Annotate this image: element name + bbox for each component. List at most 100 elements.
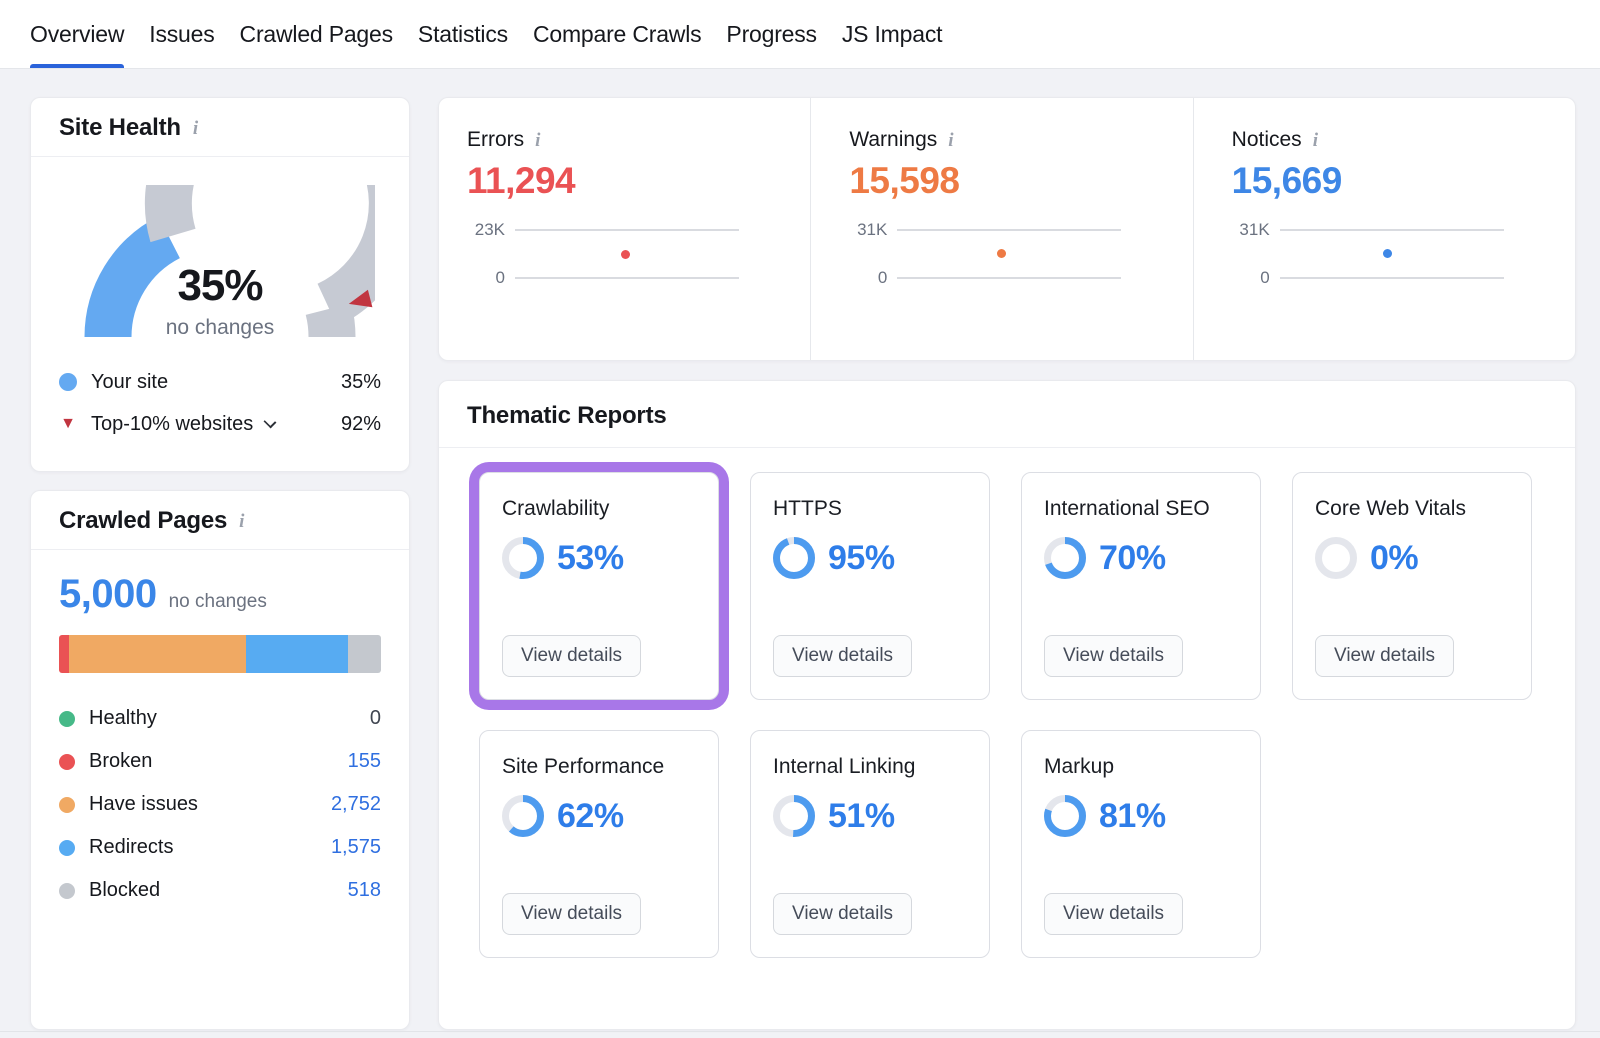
redirects-label: Redirects (89, 836, 174, 858)
warnings-label: Warnings (849, 128, 938, 151)
tab-js-impact-label: JS Impact (841, 20, 943, 47)
gridline (897, 229, 1122, 231)
crawled-pages-header: Crawled Pages i (31, 491, 409, 550)
gridline (1279, 277, 1504, 279)
tab-crawled-pages[interactable]: Crawled Pages (239, 0, 394, 68)
broken-label: Broken (89, 750, 153, 772)
core-web-vitals-donut (1315, 537, 1357, 579)
info-icon[interactable]: i (948, 129, 954, 151)
crawlability-title: Crawlability (502, 497, 610, 520)
international-seo-percent: 70% (1099, 538, 1166, 577)
gridline (897, 277, 1122, 279)
info-icon[interactable]: i (1312, 129, 1318, 151)
chevron-down-icon[interactable] (263, 415, 277, 428)
tab-issues-label: Issues (149, 20, 215, 47)
axis-tick-max: 23K (474, 220, 505, 239)
core-web-vitals-percent: 0% (1370, 538, 1419, 577)
bar-segment-have-issues (68, 635, 247, 673)
thematic-reports-title: Thematic Reports (467, 402, 667, 429)
crawled-pages-title: Crawled Pages (59, 507, 228, 534)
report-card-core-web-vitals: Core Web Vitals 0% View details (1292, 472, 1532, 700)
tab-compare-crawls-label: Compare Crawls (532, 20, 702, 47)
site-performance-view-details-button[interactable]: View details (502, 893, 642, 935)
site-health-change-label: no changes (165, 316, 275, 339)
core-web-vitals-view-details-button[interactable]: View details (1315, 635, 1455, 677)
top-navigation: Overview Issues Crawled Pages Statistics… (0, 0, 1600, 69)
warnings-count[interactable]: 15,598 (849, 160, 960, 201)
crawled-pages-total[interactable]: 5,000 (59, 572, 157, 616)
crawlability-view-details-button[interactable]: View details (502, 635, 642, 677)
triangle-down-icon: ▼ (60, 415, 76, 432)
warnings-sparkline: 31K 0 (849, 220, 1122, 287)
international-seo-donut (1044, 537, 1086, 579)
legend-row-top10-websites: ▼ Top-10% websites 92% (59, 403, 381, 445)
tab-js-impact[interactable]: JS Impact (841, 0, 943, 68)
broken-dot-icon (59, 753, 75, 770)
site-health-card: Site Health i 35% no changes Your site 3… (30, 97, 410, 472)
core-web-vitals-title: Core Web Vitals (1315, 497, 1466, 520)
notices-count[interactable]: 15,669 (1231, 160, 1343, 201)
top10-websites-label: Top-10% websites (91, 412, 254, 435)
international-seo-title: International SEO (1044, 497, 1210, 520)
redirects-value-link[interactable]: 1,575 (330, 836, 381, 858)
info-icon[interactable]: i (535, 129, 541, 151)
crawled-pages-stacked-bar (59, 635, 381, 673)
internal-linking-view-details-button[interactable]: View details (773, 893, 913, 935)
warnings-section: Warnings i 15,598 31K 0 (810, 98, 1192, 360)
report-card-crawlability: Crawlability 53% View details (479, 472, 719, 700)
crawlability-donut (502, 537, 544, 579)
blocked-dot-icon (59, 882, 75, 899)
internal-linking-title: Internal Linking (773, 755, 916, 778)
redirects-dot-icon (59, 839, 75, 856)
errors-sparkline: 23K 0 (467, 220, 739, 287)
site-health-legend: Your site 35% ▼ Top-10% websites 92% (59, 361, 381, 445)
https-percent: 95% (828, 538, 895, 577)
errors-count[interactable]: 11,294 (467, 160, 576, 201)
axis-tick-max: 31K (857, 220, 888, 239)
thematic-reports-header: Thematic Reports (439, 381, 1575, 448)
your-site-value: 35% (340, 370, 381, 393)
markup-view-details-button[interactable]: View details (1044, 893, 1184, 935)
gridline (515, 277, 739, 279)
crawled-pages-legend: Healthy 0 Broken 155 Have issues 2,752 R… (59, 697, 381, 912)
tab-compare-crawls[interactable]: Compare Crawls (532, 0, 702, 68)
bar-segment-redirects (246, 635, 348, 673)
gridline (515, 229, 739, 231)
info-icon[interactable]: i (239, 510, 245, 532)
legend-row-have-issues: Have issues 2,752 (59, 783, 381, 826)
errors-label: Errors (467, 128, 525, 151)
tab-statistics-label: Statistics (417, 20, 508, 47)
blocked-value-link[interactable]: 518 (347, 879, 381, 901)
blocked-label: Blocked (89, 879, 161, 901)
tab-overview-label: Overview (30, 20, 125, 47)
site-performance-donut (502, 795, 544, 837)
axis-tick-zero: 0 (495, 268, 505, 287)
https-view-details-button[interactable]: View details (773, 635, 913, 677)
tab-issues[interactable]: Issues (149, 0, 214, 68)
issues-summary-card: Errors i 11,294 23K 0 Warnings i 15,598 … (438, 97, 1576, 361)
legend-row-blocked: Blocked 518 (59, 869, 381, 912)
have-issues-value-link[interactable]: 2,752 (330, 793, 381, 815)
markup-donut (1044, 795, 1086, 837)
axis-tick-zero: 0 (1260, 268, 1270, 287)
axis-tick-zero: 0 (877, 268, 888, 287)
info-icon[interactable]: i (192, 117, 199, 139)
broken-value-link[interactable]: 155 (347, 750, 381, 772)
tab-crawled-pages-label: Crawled Pages (239, 20, 394, 47)
legend-row-redirects: Redirects 1,575 (59, 826, 381, 869)
legend-row-broken: Broken 155 (59, 740, 381, 783)
your-site-label: Your site (91, 370, 169, 393)
tab-progress[interactable]: Progress (726, 0, 817, 68)
site-performance-percent: 62% (557, 796, 624, 835)
top10-websites-value: 92% (340, 412, 381, 435)
healthy-dot-icon (59, 710, 75, 727)
site-health-score: 35% (177, 261, 263, 310)
international-seo-view-details-button[interactable]: View details (1044, 635, 1184, 677)
notices-label: Notices (1231, 128, 1302, 151)
site-health-header: Site Health i (31, 98, 409, 157)
crawled-pages-change-label: no changes (168, 591, 267, 612)
internal-linking-percent: 51% (828, 796, 895, 835)
tab-statistics[interactable]: Statistics (418, 0, 508, 68)
notices-data-point (1383, 249, 1393, 259)
tab-overview[interactable]: Overview (30, 0, 125, 68)
